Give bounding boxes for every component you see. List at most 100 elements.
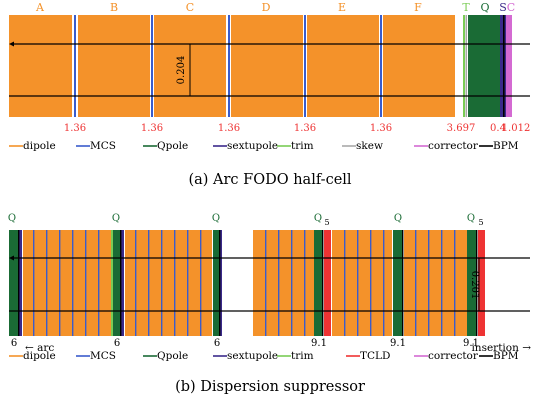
label-q2: Q xyxy=(112,213,120,224)
panel-a-legend: dipole MCS Qpole sextupole trim skew cor… xyxy=(9,140,519,152)
panel-a-top-labels: A B C D E F T Q S C xyxy=(35,1,515,14)
qpole-b4 xyxy=(314,230,323,336)
bottom-number-4: 9.1 xyxy=(311,338,327,349)
qpole-b6 xyxy=(467,230,477,336)
label-s: S xyxy=(499,1,507,14)
panel-a-beam-lines xyxy=(9,41,530,97)
panel-b-beam-lines xyxy=(9,255,530,312)
legend-a-skew: skew xyxy=(356,140,383,152)
dipole-a xyxy=(9,15,72,117)
mcs-b1-2 xyxy=(46,230,48,336)
arc-direction-label: ← arc xyxy=(25,342,54,354)
mcs-c xyxy=(228,15,230,117)
dimension-a xyxy=(187,43,193,97)
legend-a-mcs: MCS xyxy=(90,140,116,152)
mcs-b3-2 xyxy=(278,230,280,336)
gap-label-8: 1.012 xyxy=(502,123,531,134)
legend-b-corrector: corrector xyxy=(428,350,479,362)
legend-a-qpole: Qpole xyxy=(157,140,188,152)
sextupole-b2 xyxy=(121,230,124,336)
panel-b-elements xyxy=(9,230,485,336)
insertion-direction-label: insertion → xyxy=(471,342,531,354)
dipole-f xyxy=(383,15,455,117)
mcs-b1-4 xyxy=(72,230,74,336)
mcs-b1-5 xyxy=(85,230,87,336)
qpole-b1 xyxy=(9,230,19,336)
mcs-b xyxy=(151,15,153,117)
label-a: A xyxy=(35,1,45,14)
sextupole-b1 xyxy=(19,230,22,336)
panel-b-top-labels: Q Q Q Q 5 Q Q 5 xyxy=(8,213,484,227)
corrector-a xyxy=(506,15,512,117)
mcs-b4-1 xyxy=(344,230,346,336)
qpole-b5 xyxy=(393,230,403,336)
mcs-d xyxy=(304,15,306,117)
mcs-b5-1 xyxy=(415,230,417,336)
mcs-b2-2 xyxy=(148,230,150,336)
bottom-number-6: 9.1 xyxy=(463,338,479,349)
legend-b-sextupole: sextupole xyxy=(227,350,278,362)
legend-b-bpm: BPM xyxy=(493,350,519,362)
bottom-number-1: 6 xyxy=(11,338,17,349)
tcld-b2 xyxy=(478,230,485,336)
label-q: Q xyxy=(480,1,489,14)
label-d: D xyxy=(262,1,271,14)
label-5-b: 5 xyxy=(478,218,483,227)
label-b: B xyxy=(110,1,118,14)
dipole-b-block4 xyxy=(332,230,392,336)
gap-label-4: 1.36 xyxy=(294,123,316,134)
gap-label-1: 1.36 xyxy=(64,123,86,134)
legend-b-mcs: MCS xyxy=(90,350,116,362)
gap-label-6: 3.697 xyxy=(447,123,476,134)
legend-a-bpm: BPM xyxy=(493,140,519,152)
legend-a-sextupole: sextupole xyxy=(227,140,278,152)
legend-a-dipole: dipole xyxy=(23,140,56,152)
panel-b: Q Q Q Q 5 Q Q 5 xyxy=(8,213,531,395)
trim-b2 xyxy=(111,230,113,336)
panel-a-elements xyxy=(9,15,512,117)
gap-label-3: 1.36 xyxy=(218,123,240,134)
beam-arrow-upper-b xyxy=(9,255,14,261)
beam-arrow-upper-a xyxy=(9,41,14,47)
mcs-b1-3 xyxy=(59,230,61,336)
caption-b: (b) Dispersion suppressor xyxy=(175,379,365,395)
caption-a: (a) Arc FODO half-cell xyxy=(188,172,351,188)
bpm-b xyxy=(18,230,478,336)
gap-label-2: 1.36 xyxy=(141,123,163,134)
tcld-b1 xyxy=(324,230,331,336)
dipole-b-block2 xyxy=(125,230,212,336)
label-c2: C xyxy=(507,1,515,14)
gap-label-5: 1.36 xyxy=(370,123,392,134)
legend-a-corrector: corrector xyxy=(428,140,479,152)
mcs-b1-1 xyxy=(33,230,35,336)
qpole-a xyxy=(468,15,500,117)
mcs-b3-4 xyxy=(304,230,306,336)
dipole-b-block1 xyxy=(23,230,111,336)
label-f: F xyxy=(414,1,422,14)
panel-b-bottom-numbers: 6 6 6 9.1 9.1 9.1 xyxy=(11,338,479,349)
mcs-b4-2 xyxy=(357,230,359,336)
qpole-b2 xyxy=(113,230,121,336)
mcs-b2-3 xyxy=(161,230,163,336)
bottom-number-5: 9.1 xyxy=(390,338,406,349)
legend-b-trim: trim xyxy=(291,350,314,362)
legend-a-trim: trim xyxy=(291,140,314,152)
bottom-number-2: 6 xyxy=(114,338,120,349)
mcs-b5-2 xyxy=(428,230,430,336)
mcs-b2-6 xyxy=(200,230,202,336)
label-t: T xyxy=(462,1,470,14)
mcs-b2-1 xyxy=(135,230,137,336)
trim-a xyxy=(463,15,465,117)
dimension-b xyxy=(476,257,482,312)
legend-b-dipole: dipole xyxy=(23,350,56,362)
mcs-b5-3 xyxy=(441,230,443,336)
gap-label-7: 0.4 xyxy=(490,123,506,134)
dipole-b xyxy=(78,15,150,117)
label-q3: Q xyxy=(212,213,220,224)
dimension-label-b: 0.201 xyxy=(469,271,480,300)
label-c: C xyxy=(186,1,194,14)
panel-a: A B C D E F T Q S C xyxy=(9,1,530,188)
mcs-b2-5 xyxy=(187,230,189,336)
label-e: E xyxy=(338,1,346,14)
label-5-a: 5 xyxy=(324,218,329,227)
